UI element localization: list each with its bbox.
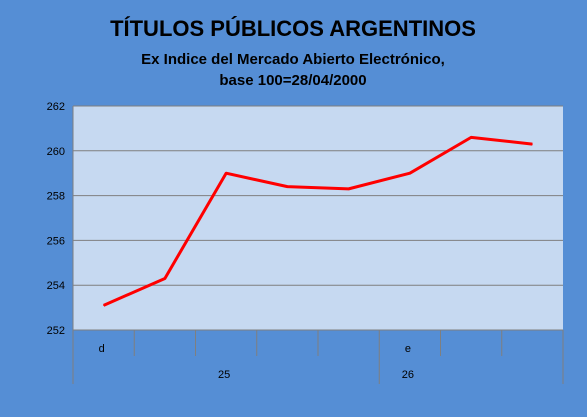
chart-subtitle-line-2: base 100=28/04/2000 [219,72,366,89]
data-point [470,136,472,138]
y-tick-label: 254 [47,280,65,292]
data-point [225,172,227,174]
data-point [531,143,533,145]
y-tick-label: 260 [47,146,65,158]
y-tick-label: 262 [47,101,65,113]
data-point [286,186,288,188]
y-tick-label: 258 [47,191,65,203]
data-point [409,172,411,174]
data-point [164,277,166,279]
plot-area-background [73,106,563,330]
series-line-0 [103,135,533,307]
chart-subtitle-line-1: Ex Indice del Mercado Abierto Electrónic… [141,51,445,68]
y-tick-label: 252 [47,325,65,337]
data-point [348,188,350,190]
chart-title: TÍTULOS PÚBLICOS ARGENTINOS [110,16,476,41]
x-group-label: 26 [402,369,414,381]
x-tick-label: e [405,343,411,355]
plot-area-group: 252 254 256 258 260 262 d e 25 26 [47,101,564,384]
x-tick-label: d [99,343,105,355]
y-tick-label: 256 [47,235,65,247]
x-group-label: 25 [218,369,230,381]
data-point [103,304,105,306]
